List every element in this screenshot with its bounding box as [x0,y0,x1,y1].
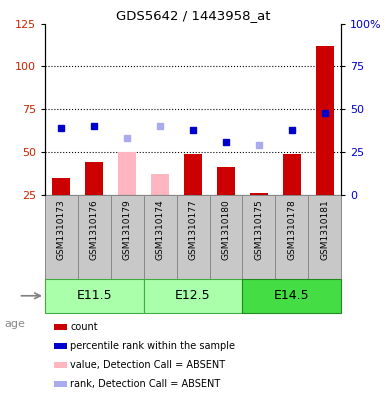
Bar [54,343,67,349]
Bar [45,195,78,279]
Text: rank, Detection Call = ABSENT: rank, Detection Call = ABSENT [70,379,220,389]
Bar [250,193,268,195]
Bar [45,279,144,313]
Bar [54,381,67,387]
Text: GSM1310175: GSM1310175 [254,199,263,260]
Text: E12.5: E12.5 [175,289,211,302]
Bar [52,178,70,195]
Text: GSM1310177: GSM1310177 [188,199,198,260]
Bar [308,195,341,279]
Bar [54,323,67,330]
Bar [275,195,308,279]
Bar [243,195,275,279]
Bar [184,154,202,195]
Text: percentile rank within the sample: percentile rank within the sample [70,341,235,351]
Text: GSM1310179: GSM1310179 [123,199,132,260]
Bar [85,162,103,195]
Title: GDS5642 / 1443958_at: GDS5642 / 1443958_at [116,9,270,22]
Text: GSM1310178: GSM1310178 [287,199,296,260]
Bar [283,154,301,195]
Text: value, Detection Call = ABSENT: value, Detection Call = ABSENT [70,360,225,370]
Bar [243,279,341,313]
Bar [54,362,67,368]
Bar [111,195,144,279]
Text: GSM1310181: GSM1310181 [320,199,329,260]
Bar [78,195,111,279]
Text: GSM1310180: GSM1310180 [222,199,230,260]
Text: count: count [70,321,98,332]
Bar [118,152,136,195]
Text: GSM1310174: GSM1310174 [156,199,165,260]
Bar [177,195,209,279]
Bar [144,279,243,313]
Text: E11.5: E11.5 [76,289,112,302]
Bar [144,195,177,279]
Bar [209,195,243,279]
Bar [217,167,235,195]
Text: age: age [4,319,25,329]
Text: GSM1310176: GSM1310176 [90,199,99,260]
Bar [316,46,334,195]
Bar [151,174,169,195]
Text: E14.5: E14.5 [274,289,310,302]
Text: GSM1310173: GSM1310173 [57,199,66,260]
